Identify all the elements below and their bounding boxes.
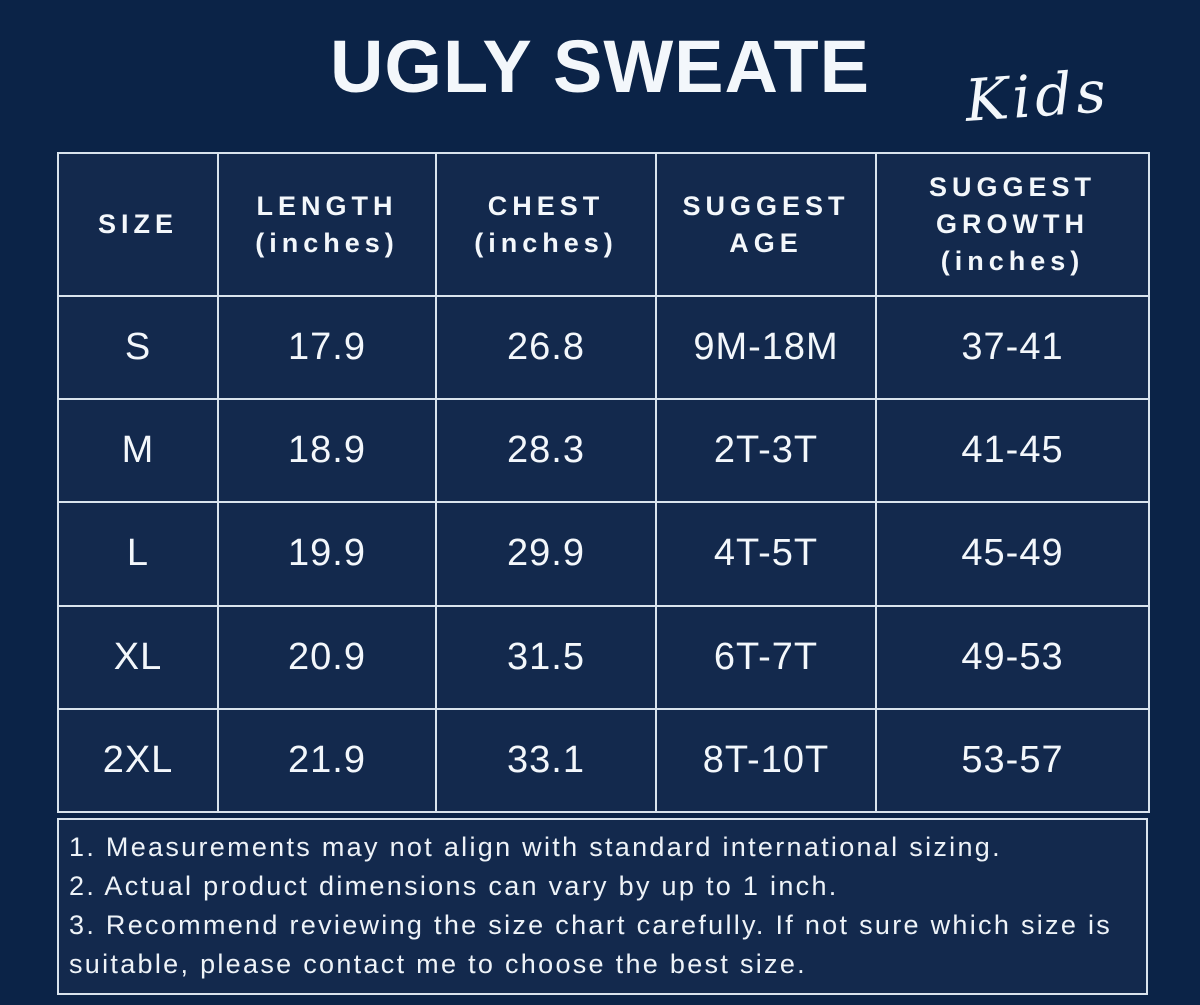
growth-cell: 37-41 bbox=[875, 294, 1150, 401]
header-row: SIZE LENGTH (inches) CHEST (inches) SUGG… bbox=[57, 152, 1150, 297]
growth-cell: 45-49 bbox=[875, 501, 1150, 607]
growth-cell: 49-53 bbox=[875, 604, 1150, 710]
size-chart-table: SIZE LENGTH (inches) CHEST (inches) SUGG… bbox=[57, 152, 1150, 814]
header-line: CHEST bbox=[487, 190, 605, 221]
table-row-s: S 17.9 26.8 9M-18M 37-41 bbox=[57, 294, 1150, 401]
header-line: SUGGEST bbox=[928, 172, 1097, 202]
header-line: AGE bbox=[729, 227, 803, 258]
header-line: (inches) bbox=[474, 227, 618, 258]
kids-script-label: Kids bbox=[963, 57, 1113, 135]
table-row-xl: XL 20.9 31.5 6T-7T 49-53 bbox=[57, 604, 1150, 710]
note-line-3: 3. Recommend reviewing the size chart ca… bbox=[69, 910, 1113, 979]
age-cell: 2T-3T bbox=[655, 398, 877, 504]
table-row-2xl: 2XL 21.9 33.1 8T-10T 53-57 bbox=[57, 707, 1150, 814]
size-cell: L bbox=[57, 501, 219, 607]
chest-cell: 26.8 bbox=[435, 294, 657, 401]
age-cell: 8T-10T bbox=[655, 707, 877, 814]
age-cell: 6T-7T bbox=[655, 604, 877, 710]
notes-box: 1. Measurements may not align with stand… bbox=[57, 818, 1148, 995]
length-cell: 17.9 bbox=[217, 294, 437, 401]
table-row-m: M 18.9 28.3 2T-3T 41-45 bbox=[57, 398, 1150, 504]
header-line: SIZE bbox=[97, 209, 178, 239]
chest-cell: 33.1 bbox=[435, 707, 657, 814]
size-cell: S bbox=[57, 294, 219, 401]
size-cell: 2XL bbox=[57, 707, 219, 814]
page-title: UGLY SWEATE bbox=[329, 25, 871, 108]
chest-cell: 28.3 bbox=[435, 398, 657, 504]
size-cell: XL bbox=[57, 604, 219, 710]
growth-cell: 41-45 bbox=[875, 398, 1150, 504]
age-cell: 4T-5T bbox=[655, 501, 877, 607]
table-header: SIZE LENGTH (inches) CHEST (inches) SUGG… bbox=[57, 152, 1150, 297]
col-header-size: SIZE bbox=[57, 152, 219, 297]
length-cell: 20.9 bbox=[217, 604, 437, 710]
growth-cell: 53-57 bbox=[875, 707, 1150, 814]
note-line-1: 1. Measurements may not align with stand… bbox=[69, 832, 1002, 862]
header-line: SUGGEST bbox=[682, 190, 850, 221]
chest-cell: 31.5 bbox=[435, 604, 657, 710]
col-header-suggest-growth: SUGGEST GROWTH (inches) bbox=[875, 152, 1150, 297]
length-cell: 19.9 bbox=[217, 501, 437, 607]
table-body: S 17.9 26.8 9M-18M 37-41 M 18.9 28.3 2T-… bbox=[57, 294, 1150, 814]
col-header-chest: CHEST (inches) bbox=[435, 152, 657, 297]
header-line: (inches) bbox=[940, 246, 1085, 276]
header-line: LENGTH bbox=[256, 190, 398, 221]
length-cell: 21.9 bbox=[217, 707, 437, 814]
size-cell: M bbox=[57, 398, 219, 504]
header-line: (inches) bbox=[255, 227, 399, 258]
table-row-l: L 19.9 29.9 4T-5T 45-49 bbox=[57, 501, 1150, 607]
chest-cell: 29.9 bbox=[435, 501, 657, 607]
col-header-suggest-age: SUGGEST AGE bbox=[655, 152, 877, 297]
col-header-length: LENGTH (inches) bbox=[217, 152, 437, 297]
header-line: GROWTH bbox=[936, 209, 1089, 239]
age-cell: 9M-18M bbox=[655, 294, 877, 401]
length-cell: 18.9 bbox=[217, 398, 437, 504]
note-line-2: 2. Actual product dimensions can vary by… bbox=[69, 871, 839, 901]
